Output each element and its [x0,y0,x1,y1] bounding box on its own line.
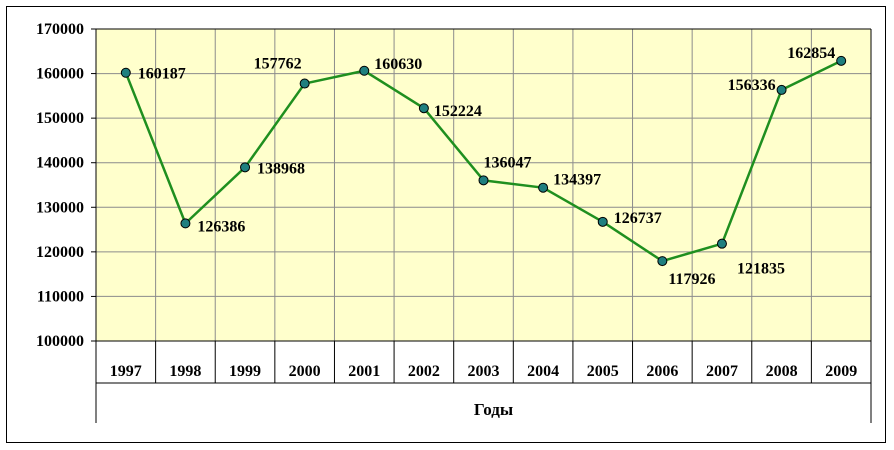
x-category-label: 1999 [229,363,261,380]
data-point [180,218,191,229]
y-tick-label: 130000 [36,199,84,216]
data-label: 126386 [197,218,245,235]
x-category-label: 2007 [706,363,738,380]
x-category-label: 2009 [825,363,857,380]
data-point [657,256,668,267]
x-category-label: 2006 [646,363,678,380]
axes [91,28,872,423]
data-label: 162854 [787,45,835,62]
data-point [776,84,787,95]
data-label: 156336 [728,77,776,94]
x-category-label: 2004 [527,363,559,380]
y-tick-label: 120000 [36,244,84,261]
series-group [120,55,847,267]
x-axis-category-table: 1997 1998 1999 2000 2001 2002 2003 2004 2005 2006… [110,363,857,380]
data-label: 136047 [484,154,532,171]
x-category-label: 2000 [289,363,321,380]
y-tick-label: 160000 [36,66,84,83]
y-tick-label: 110000 [37,288,84,305]
data-point [359,65,370,76]
data-label: 152224 [434,103,482,120]
data-label: 134397 [553,172,601,189]
x-axis-title: Годы [474,400,513,419]
data-label: 126737 [614,210,662,227]
y-tick-label: 150000 [36,110,84,127]
data-point [716,238,727,249]
data-point [418,103,429,114]
x-category-label: 2002 [408,363,440,380]
x-category-label: 1998 [169,363,201,380]
data-label: 138968 [257,160,305,177]
data-label: 121835 [737,261,785,278]
x-category-label: 2003 [468,363,500,380]
y-tick-label: 100000 [36,333,84,350]
data-labels: 160187 126386 138968 157762 160630 152224 1360… [138,45,835,288]
data-point [240,162,251,173]
data-point [597,216,608,227]
data-point [120,67,131,78]
y-tick-label: 140000 [36,155,84,172]
data-label: 160187 [138,66,186,83]
data-point [478,175,489,186]
x-category-label: 2008 [766,363,798,380]
x-category-label: 2001 [348,363,380,380]
y-tick-label: 170000 [36,21,84,38]
y-axis-ticks: 100000 110000 120000 130000 140000 150000 1600… [36,21,84,350]
data-point [538,182,549,193]
data-label: 160630 [374,56,422,73]
data-point [299,78,310,89]
data-label: 157762 [254,56,302,73]
x-category-label: 2005 [587,363,619,380]
data-point [836,55,847,66]
gridlines [96,28,871,342]
data-label: 117926 [668,271,715,288]
x-category-label: 1997 [110,363,142,380]
